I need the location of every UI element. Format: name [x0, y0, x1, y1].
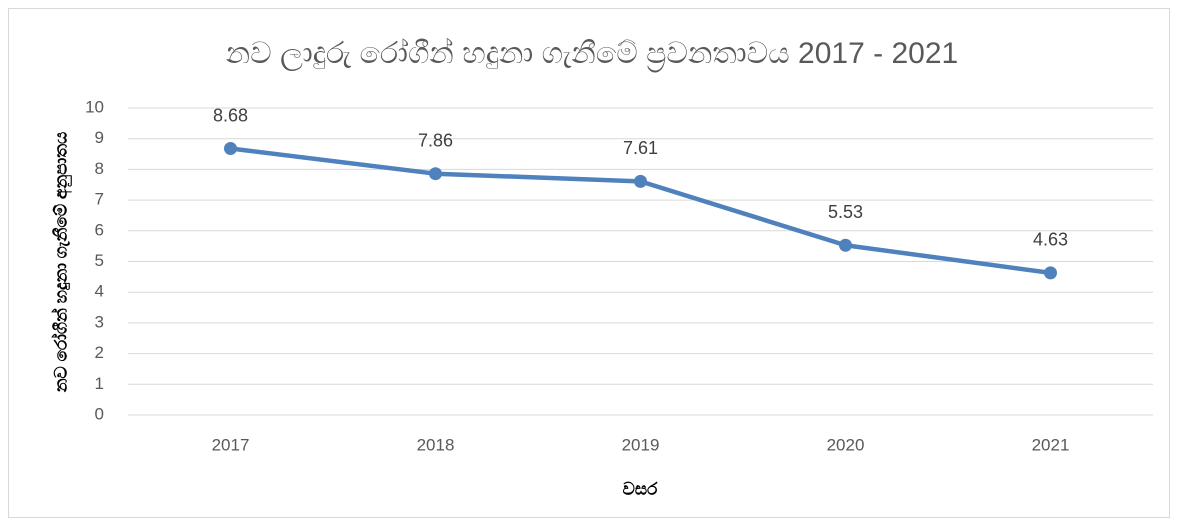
x-tick-label: 2021 — [1032, 435, 1070, 454]
y-tick-label: 6 — [95, 220, 104, 239]
data-label: 4.63 — [1033, 230, 1068, 250]
chart-title: නව ලාදුරු රෝගීන් හදුනා ගැනීමේ ප්‍රවනතාවය… — [226, 37, 958, 72]
y-tick-label: 9 — [95, 128, 104, 147]
marker — [1044, 266, 1057, 280]
y-tick-label: 2 — [95, 343, 104, 362]
y-tick-label: 5 — [95, 251, 104, 270]
marker — [429, 167, 442, 181]
x-tick-label: 2020 — [827, 435, 865, 454]
y-tick-label: 4 — [95, 282, 104, 301]
y-axis-title: නව රෝගීන් හදුනා ගැනීමේ අනුපාතය — [50, 132, 72, 394]
y-tick-label: 1 — [95, 374, 104, 393]
data-label: 7.86 — [418, 130, 453, 150]
x-tick-label: 2018 — [417, 435, 455, 454]
y-tick-label: 8 — [95, 159, 104, 178]
x-axis-title: වසර — [623, 479, 658, 498]
y-tick-label: 3 — [95, 312, 104, 331]
data-label: 5.53 — [828, 202, 863, 222]
data-label: 8.68 — [213, 105, 248, 125]
y-tick-label: 10 — [85, 97, 104, 116]
y-tick-label: 7 — [95, 190, 104, 209]
marker — [839, 238, 852, 252]
x-tick-label: 2019 — [622, 435, 660, 454]
x-tick-label: 2017 — [212, 435, 250, 454]
marker — [634, 174, 647, 188]
y-tick-label: 0 — [95, 404, 104, 423]
data-label: 7.61 — [623, 138, 658, 158]
chart-border — [8, 8, 1170, 518]
marker — [224, 142, 237, 156]
